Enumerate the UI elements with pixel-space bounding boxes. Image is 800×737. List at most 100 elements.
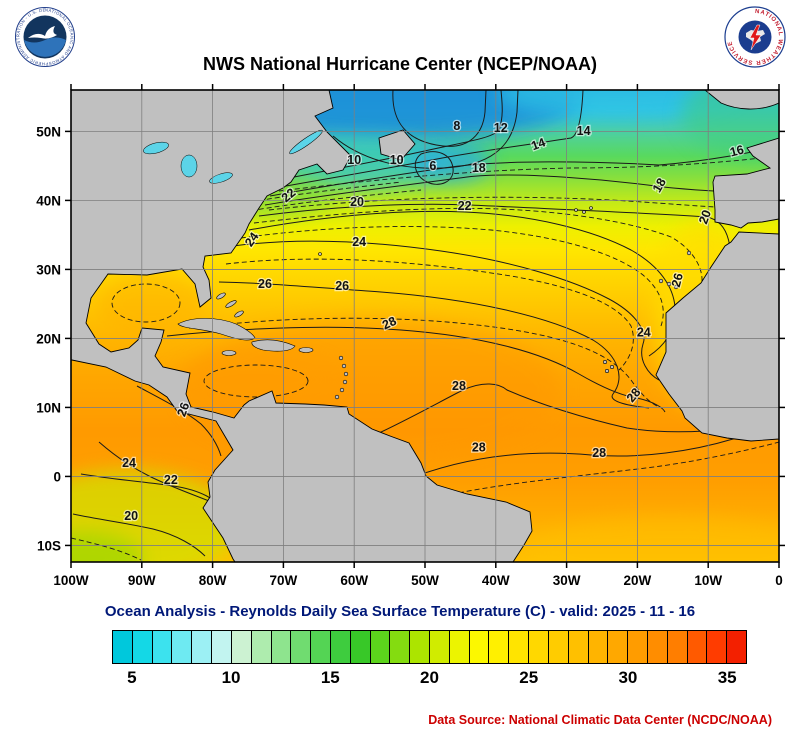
contour-label: 24 [352,235,366,249]
lat-tick-label: 0 [53,469,61,484]
colorbar-segment [726,631,746,663]
island-cape-verde [602,359,607,364]
contour-label: 24 [637,325,651,339]
colorbar-segment [448,631,469,663]
colorbar-segment [310,631,330,663]
island-canaries [666,281,672,287]
island-cape-verde [609,364,614,369]
contour-label: 28 [452,379,466,393]
colorbar-segment [171,631,192,663]
colorbar-segment [211,631,231,663]
lon-tick-label: 60W [340,573,368,588]
contour-label: 28 [592,446,606,460]
colorbar-segment [409,631,429,663]
contour-label: 22 [164,473,178,487]
contour-label: 20 [350,195,364,209]
contour-label: 26 [669,272,686,289]
nws-logo: NATIONAL WEATHER SERVICE [724,6,786,68]
header: NATIONAL OCEANIC AND ATMOSPHERIC ADMINIS… [0,0,800,84]
lat-tick-label: 20N [36,331,61,346]
contour-label: 22 [458,199,472,213]
st-lawrence-river [289,129,323,155]
colorbar-tick-label: 30 [618,668,638,687]
lake-superior [143,141,169,155]
contour-label: 8 [453,119,460,133]
lon-tick-label: 30W [553,573,581,588]
colorbar-segment [191,631,212,663]
contour-label: 10 [390,153,404,167]
subtitle: Ocean Analysis - Reynolds Daily Sea Surf… [104,603,696,620]
axis-layer: 100W 90W 80W 70W 60W 50W 40W 30W 20W 10W 0 50N 40N 30… [36,84,785,588]
colorbar-bar [112,630,747,664]
lon-tick-label: 90W [128,573,156,588]
colorbar: 5 10 15 20 25 30 35 [112,630,747,690]
island-antilles [342,379,348,385]
lon-tick-label: 20W [624,573,652,588]
lon-tick-label: 40W [482,573,510,588]
lon-tick-label: 100W [53,573,89,588]
colorbar-segment [270,631,291,663]
contour-label: 6 [429,159,436,173]
contour-lines-dashed [71,155,779,561]
lake-michigan-huron [180,154,198,178]
island-azores [582,210,586,214]
island-canaries [673,284,679,290]
colorbar-segment [547,631,568,663]
colorbar-segment [151,631,172,663]
noaa-gull-icon [28,26,57,39]
lon-tick-label: 80W [199,573,227,588]
land-africa [655,231,779,442]
island-antilles [338,355,344,361]
colorbar-segment [488,631,509,663]
contour-label: 28 [472,441,486,455]
colorbar-segment [666,631,687,663]
colorbar-segment [627,631,647,663]
noaa-seal-sea [24,37,66,57]
island-azores [574,208,578,212]
contour-label: 20 [124,509,138,523]
lon-tick-label: 50W [411,573,439,588]
colorbar-segment [587,631,608,663]
island-jamaica [221,350,237,356]
colorbar-segment [389,631,410,663]
contour-label: 10 [347,153,361,167]
colorbar-tick-label: 15 [320,668,340,687]
lake-erie-ontario [209,172,233,184]
land-layer [71,90,779,562]
contour-lines [72,90,779,557]
island-canaries [658,278,664,284]
island-madeira [686,250,692,256]
island-puerto-rico [298,347,314,353]
colorbar-segment [113,631,132,663]
colorbar-tick-label: 25 [519,668,539,687]
colorbar-tick-label: 20 [420,668,439,687]
lat-tick-label: 10S [37,538,61,553]
colorbar-segment [567,631,588,663]
colorbar-tick-label: 35 [717,668,737,687]
contour-label: 26 [174,401,192,419]
lat-tick-label: 10N [36,400,61,415]
colorbar-ticks: 5 10 15 20 25 30 35 [112,664,747,690]
map-area: 100W 90W 80W 70W 60W 50W 40W 30W 20W 10W 0 50N 40N 30… [15,84,800,601]
colorbar-segment [131,631,152,663]
colorbar-segment [607,631,628,663]
data-source-text: Data Source: National Climatic Data Cent… [428,713,772,727]
island-antilles [341,363,347,369]
island-bahamas [216,292,226,300]
contour-label: 26 [258,277,272,291]
lon-tick-label: 10W [694,573,722,588]
lon-tick-label: 70W [270,573,298,588]
sst-map: 100W 90W 80W 70W 60W 50W 40W 30W 20W 10W 0 50N 40N 30… [36,84,785,588]
colorbar-segment [686,631,707,663]
contour-label: 26 [335,279,349,293]
lat-tick-label: 50N [36,124,61,139]
colorbar-segment [646,631,667,663]
island-bahamas [225,300,237,308]
contour-label: 24 [122,456,136,470]
island-cape-verde [604,368,609,373]
colorbar-segment [349,631,370,663]
colorbar-segment [290,631,311,663]
colorbar-segment [706,631,727,663]
island-antilles [339,387,345,393]
